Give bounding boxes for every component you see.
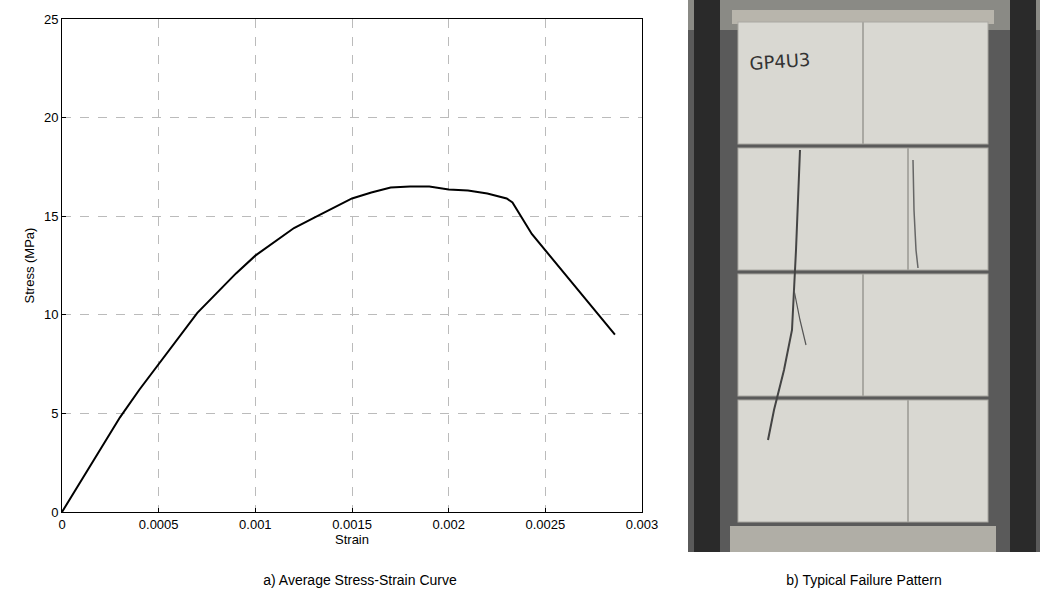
svg-text:10: 10 xyxy=(44,307,58,322)
svg-text:0.0015: 0.0015 xyxy=(332,517,372,532)
svg-text:0.003: 0.003 xyxy=(626,517,659,532)
svg-text:Stress (MPa): Stress (MPa) xyxy=(22,228,37,304)
svg-text:GP4U3: GP4U3 xyxy=(749,49,811,74)
svg-text:0.001: 0.001 xyxy=(239,517,272,532)
svg-text:0.0025: 0.0025 xyxy=(525,517,565,532)
svg-text:20: 20 xyxy=(44,110,58,125)
svg-text:0: 0 xyxy=(51,505,58,520)
html-text:b) Typical Failure Pattern: b) Typical Failure Pattern xyxy=(786,572,942,588)
svg-text:25: 25 xyxy=(44,12,58,27)
svg-text:0.0005: 0.0005 xyxy=(139,517,179,532)
svg-text:Strain: Strain xyxy=(335,532,369,547)
html-text:a) Average Stress-Strain Curve: a) Average Stress-Strain Curve xyxy=(263,572,457,588)
svg-text:5: 5 xyxy=(51,406,58,421)
svg-text:15: 15 xyxy=(44,209,58,224)
svg-text:0: 0 xyxy=(58,517,65,532)
svg-text:0.002: 0.002 xyxy=(432,517,465,532)
